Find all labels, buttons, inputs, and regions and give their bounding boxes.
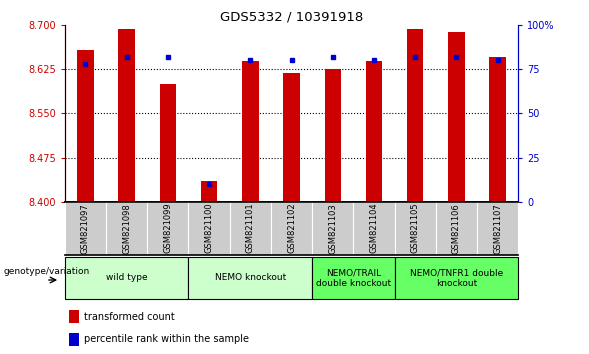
Text: GSM821100: GSM821100 xyxy=(204,203,214,253)
Text: genotype/variation: genotype/variation xyxy=(4,267,90,276)
Text: GSM821105: GSM821105 xyxy=(411,203,420,253)
Bar xyxy=(70,333,80,346)
Text: transformed count: transformed count xyxy=(84,312,174,322)
Bar xyxy=(366,61,382,202)
Bar xyxy=(118,29,135,202)
Bar xyxy=(325,69,341,202)
Bar xyxy=(188,202,230,255)
Text: NEMO/TNFR1 double
knockout: NEMO/TNFR1 double knockout xyxy=(410,268,503,287)
Title: GDS5332 / 10391918: GDS5332 / 10391918 xyxy=(220,11,363,24)
Text: GSM821099: GSM821099 xyxy=(163,203,173,253)
Bar xyxy=(353,202,395,255)
Bar xyxy=(312,202,353,255)
Bar xyxy=(70,310,80,323)
Bar xyxy=(77,50,94,202)
Text: GSM821107: GSM821107 xyxy=(493,203,502,253)
Bar xyxy=(201,181,217,202)
Text: GSM821103: GSM821103 xyxy=(328,203,337,253)
Text: GSM821101: GSM821101 xyxy=(246,203,255,253)
Bar xyxy=(395,257,518,299)
Text: percentile rank within the sample: percentile rank within the sample xyxy=(84,335,249,344)
Text: GSM821106: GSM821106 xyxy=(452,203,461,253)
Text: NEMO knockout: NEMO knockout xyxy=(215,273,286,282)
Bar xyxy=(395,202,436,255)
Bar xyxy=(230,202,271,255)
Bar xyxy=(65,202,106,255)
Text: NEMO/TRAIL
double knockout: NEMO/TRAIL double knockout xyxy=(316,268,391,287)
Text: GSM821098: GSM821098 xyxy=(122,203,131,253)
Text: GSM821102: GSM821102 xyxy=(287,203,296,253)
Bar xyxy=(407,29,423,202)
Bar xyxy=(312,257,395,299)
Bar xyxy=(242,61,259,202)
Bar xyxy=(188,257,312,299)
Bar xyxy=(271,202,312,255)
Bar xyxy=(477,202,518,255)
Bar xyxy=(106,202,147,255)
Bar xyxy=(448,32,465,202)
Text: GSM821104: GSM821104 xyxy=(369,203,379,253)
Text: wild type: wild type xyxy=(106,273,147,282)
Bar xyxy=(65,257,188,299)
Bar xyxy=(160,84,176,202)
Bar xyxy=(283,73,300,202)
Text: GSM821097: GSM821097 xyxy=(81,203,90,253)
Bar xyxy=(489,57,506,202)
Bar xyxy=(436,202,477,255)
Bar xyxy=(147,202,188,255)
